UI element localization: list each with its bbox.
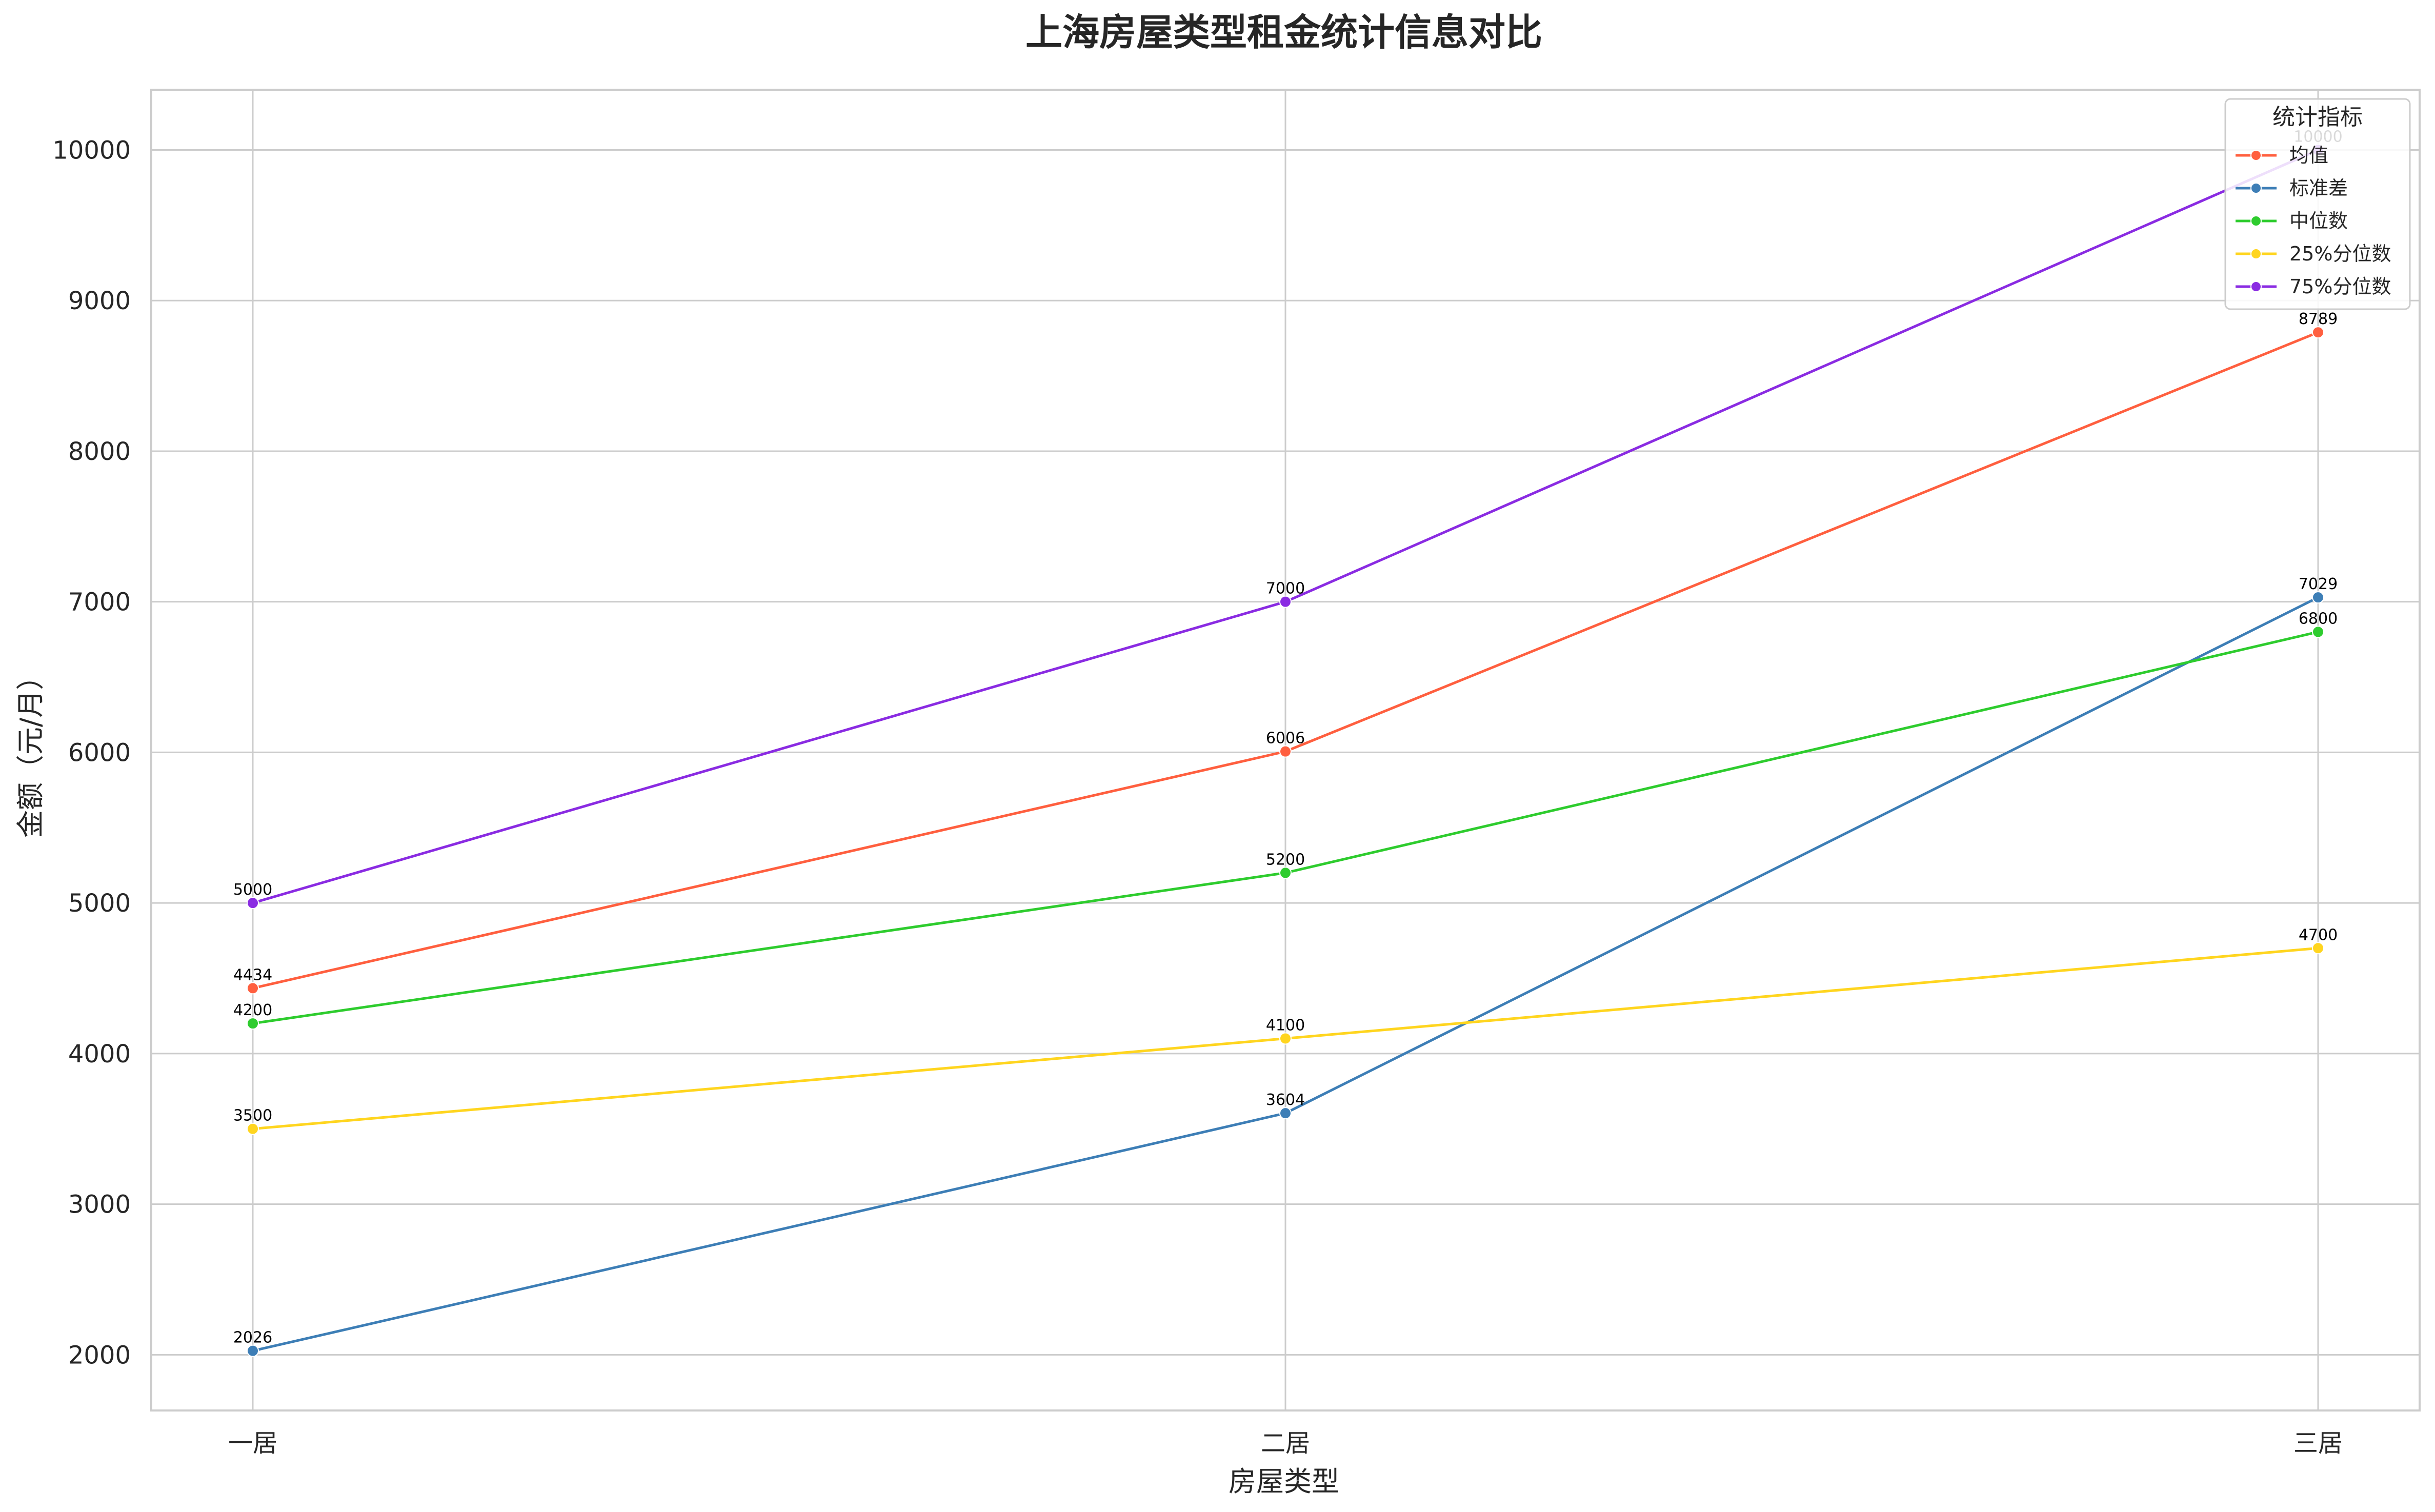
- series-group: 2026 3604 7029: [233, 575, 2338, 1357]
- series-group: 4434 6006 8789: [233, 310, 2338, 995]
- legend-label: 25%分位数: [2289, 243, 2391, 265]
- data-label: 4434: [233, 966, 272, 984]
- data-label: 5200: [1266, 851, 1305, 869]
- legend-marker: [2250, 183, 2262, 194]
- data-point: [1279, 745, 1292, 758]
- data-label: 2026: [233, 1329, 272, 1347]
- y-tick-label: 3000: [68, 1191, 131, 1219]
- y-tick-label: 4000: [68, 1040, 131, 1069]
- legend-label: 中位数: [2289, 210, 2348, 232]
- chart-title: 上海房屋类型租金统计信息对比: [1025, 11, 1542, 54]
- y-tick-label: 7000: [68, 588, 131, 617]
- y-tick-label: 9000: [68, 287, 131, 315]
- legend-item: 标准差: [2236, 177, 2348, 199]
- legend-marker: [2250, 248, 2262, 259]
- data-label: 7029: [2299, 575, 2338, 593]
- data-point: [1279, 866, 1292, 879]
- data-point: [2312, 942, 2324, 955]
- legend-marker: [2250, 281, 2262, 292]
- y-tick-label: 2000: [68, 1341, 131, 1369]
- data-point: [2312, 591, 2324, 604]
- series-group: 3500 4100 4700: [233, 926, 2338, 1135]
- data-label: 3500: [233, 1107, 272, 1125]
- data-point: [1279, 1032, 1292, 1045]
- plot-frame: [150, 89, 2421, 1412]
- legend-box: [2224, 98, 2411, 310]
- data-label: 4700: [2299, 926, 2338, 944]
- x-tick-label: 一居: [228, 1429, 277, 1458]
- data-point: [1279, 595, 1292, 608]
- data-label: 6800: [2299, 610, 2338, 628]
- series-group: 4200 5200 6800: [233, 610, 2338, 1030]
- data-label: 5000: [233, 881, 272, 899]
- legend-label: 标准差: [2289, 177, 2348, 199]
- y-tick-label: 5000: [68, 889, 131, 918]
- x-tick-label: 二居: [1261, 1429, 1310, 1458]
- data-label: 8789: [2299, 310, 2338, 328]
- data-point: [247, 897, 259, 910]
- legend-title: 统计指标: [2272, 104, 2363, 130]
- data-label: 3604: [1266, 1091, 1305, 1109]
- data-point: [247, 1344, 259, 1357]
- data-point: [247, 1122, 259, 1135]
- x-tick-label: 三居: [2293, 1429, 2343, 1458]
- y-tick-label: 6000: [68, 738, 131, 767]
- data-point: [247, 1017, 259, 1030]
- series-lines: 4434 6006 8789 2026 3604 7029 4200 5200 6800 3500…: [233, 128, 2343, 1357]
- data-point: [247, 982, 259, 995]
- data-label: 6006: [1266, 730, 1305, 748]
- y-tick-label: 10000: [52, 136, 131, 165]
- legend-item: 75%分位数: [2236, 275, 2391, 298]
- y-tick-label: 8000: [68, 437, 131, 466]
- data-point: [2312, 626, 2324, 638]
- legend-marker: [2250, 150, 2262, 161]
- y-axis-label: 金额（元/月）: [14, 662, 47, 838]
- legend-item: 25%分位数: [2236, 243, 2391, 265]
- x-axis-label: 房屋类型: [1229, 1465, 1339, 1498]
- legend-marker: [2250, 215, 2262, 227]
- data-label: 4100: [1266, 1016, 1305, 1034]
- legend-label: 75%分位数: [2289, 275, 2391, 298]
- legend-label: 均值: [2289, 144, 2328, 167]
- data-label: 4200: [233, 1001, 272, 1019]
- legend-item: 均值: [2236, 144, 2328, 167]
- legend-item: 中位数: [2236, 210, 2348, 232]
- x-axis-ticks: 一居 二居 三居: [228, 1429, 2343, 1458]
- series-group: 5000700010000: [233, 128, 2343, 910]
- data-point: [1279, 1107, 1292, 1120]
- data-label: 7000: [1266, 580, 1305, 598]
- data-point: [2312, 326, 2324, 339]
- y-axis-ticks: 2000 3000 4000 5000 6000 7000 8000 9000 10000: [52, 136, 131, 1369]
